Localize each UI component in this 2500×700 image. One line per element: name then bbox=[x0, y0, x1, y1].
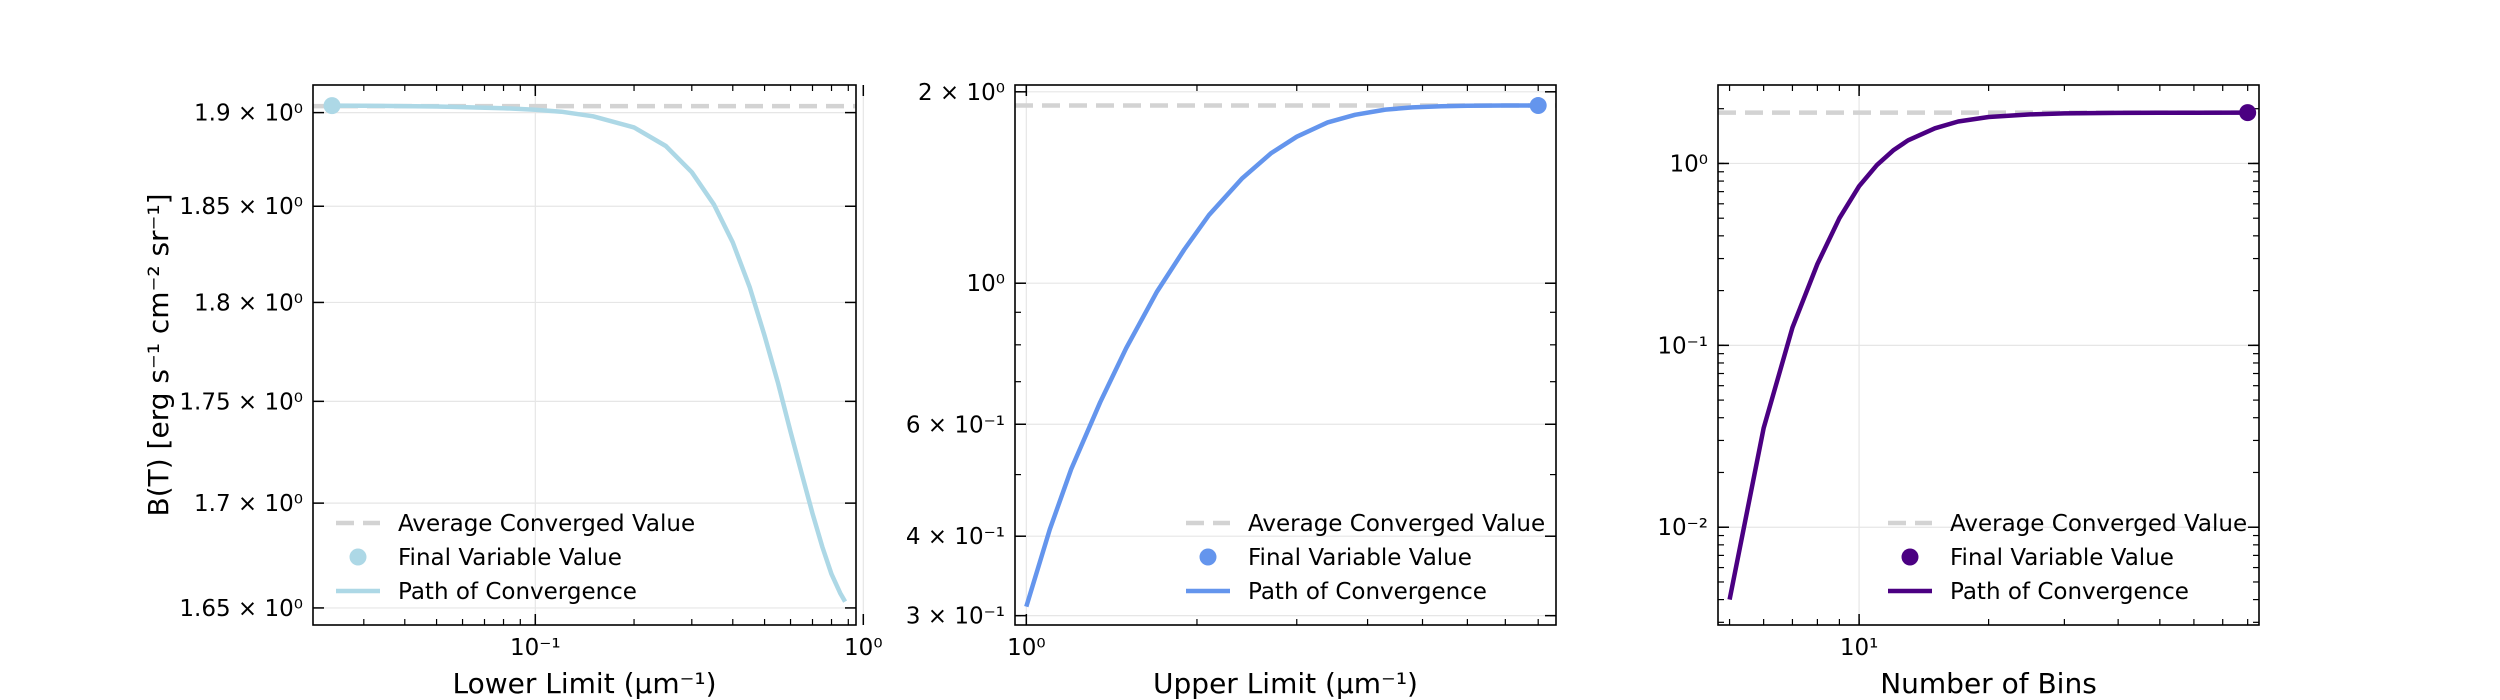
y-tick-label: 4 × 10⁻¹ bbox=[906, 524, 1005, 550]
final-value-point bbox=[1529, 97, 1547, 115]
convergence-path-line bbox=[1024, 103, 1539, 608]
y-tick-label: 6 × 10⁻¹ bbox=[906, 412, 1005, 438]
y-tick-label: 10⁻¹ bbox=[1657, 333, 1708, 359]
legend-label: Average Converged Value bbox=[398, 511, 695, 537]
axes-frame bbox=[312, 84, 857, 626]
y-axis-label: B(T) [erg s⁻¹ cm⁻² sr⁻¹] bbox=[142, 194, 175, 517]
legend-label: Path of Convergence bbox=[398, 579, 637, 605]
y-tick-label: 3 × 10⁻¹ bbox=[906, 604, 1005, 630]
x-tick-label: 10⁰ bbox=[844, 635, 883, 661]
legend-label: Average Converged Value bbox=[1950, 511, 2247, 537]
legend-label: Path of Convergence bbox=[1248, 579, 1487, 605]
legend-final-swatch bbox=[1199, 548, 1217, 566]
legend-label: Path of Convergence bbox=[1950, 579, 2189, 605]
y-tick-label: 10⁰ bbox=[967, 271, 1006, 297]
chart-panel-1: 10⁻¹ 10⁰ 1.65 × 10⁰ 1.7 × 10⁰ 1.75 × 10⁰ 1.8 … bbox=[142, 84, 883, 700]
y-tick-label: 1.65 × 10⁰ bbox=[179, 596, 303, 622]
x-axis-label: Upper Limit (μm⁻¹) bbox=[1153, 667, 1418, 700]
convergence-path-line bbox=[1727, 110, 2248, 601]
axes-frame bbox=[1717, 84, 2260, 626]
legend-label: Final Variable Value bbox=[398, 545, 622, 571]
final-value-point bbox=[323, 97, 341, 115]
x-tick-label: 10⁻¹ bbox=[510, 635, 561, 661]
legend-final-swatch bbox=[349, 548, 367, 566]
y-tick-label: 10⁰ bbox=[1670, 151, 1709, 177]
y-tick-label: 1.9 × 10⁰ bbox=[194, 101, 303, 127]
legend: Average Converged Value Final Variable Va… bbox=[336, 511, 695, 605]
legend: Average Converged Value Final Variable Va… bbox=[1186, 511, 1545, 605]
x-tick-label: 10⁰ bbox=[1007, 635, 1046, 661]
x-axis-label: Number of Bins bbox=[1880, 667, 2097, 700]
y-tick-label: 1.85 × 10⁰ bbox=[179, 194, 303, 220]
x-tick-label: 10¹ bbox=[1840, 635, 1879, 661]
legend-label: Average Converged Value bbox=[1248, 511, 1545, 537]
legend-label: Final Variable Value bbox=[1950, 545, 2174, 571]
final-value-point bbox=[2239, 104, 2257, 122]
y-tick-label: 10⁻² bbox=[1657, 515, 1708, 541]
legend: Average Converged Value Final Variable Va… bbox=[1888, 511, 2247, 605]
y-tick-label: 1.75 × 10⁰ bbox=[179, 389, 303, 415]
y-tick-label: 1.8 × 10⁰ bbox=[194, 290, 303, 316]
y-tick-label: 1.7 × 10⁰ bbox=[194, 491, 303, 517]
axes-frame bbox=[1014, 84, 1557, 626]
convergence-path-line bbox=[331, 103, 848, 603]
y-tick-label: 2 × 10⁰ bbox=[918, 80, 1005, 106]
chart-panel-3: 10¹ 10⁻² 10⁻¹ 10⁰ Number of Bins Average Conv… bbox=[1657, 84, 2260, 700]
x-axis-label: Lower Limit (μm⁻¹) bbox=[452, 667, 716, 700]
legend-final-swatch bbox=[1901, 548, 1919, 566]
legend-label: Final Variable Value bbox=[1248, 545, 1472, 571]
